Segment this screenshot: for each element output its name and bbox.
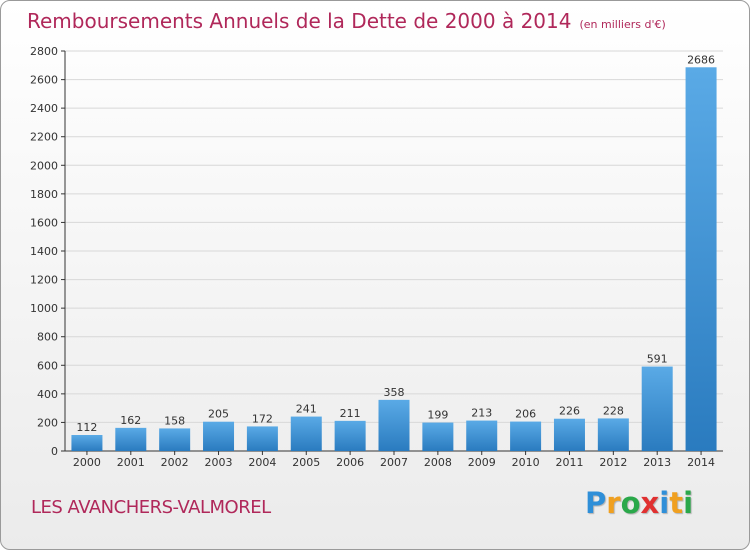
title-unit: (en milliers d'€) xyxy=(579,18,666,31)
y-tick-label: 400 xyxy=(37,388,58,401)
bar-value-label: 158 xyxy=(164,414,185,427)
x-tick-label: 2001 xyxy=(117,456,145,469)
bar-value-label: 358 xyxy=(384,386,405,399)
bar-value-label: 591 xyxy=(647,353,668,366)
bar-value-label: 172 xyxy=(252,412,273,425)
bar-value-label: 2686 xyxy=(687,53,715,66)
logo-letter: r xyxy=(606,486,621,520)
x-tick-label: 2004 xyxy=(248,456,276,469)
y-tick-label: 2200 xyxy=(30,131,58,144)
x-tick-label: 2012 xyxy=(599,456,627,469)
logo-letter: t xyxy=(669,486,684,520)
x-tick-label: 2006 xyxy=(336,456,364,469)
logo-letter: i xyxy=(659,486,670,520)
proxiti-logo: Proxiti xyxy=(585,486,693,520)
bar-value-label: 205 xyxy=(208,408,229,421)
x-tick-label: 2013 xyxy=(643,456,671,469)
bar-value-label: 199 xyxy=(427,409,448,422)
x-tick-label: 2005 xyxy=(292,456,320,469)
y-tick-label: 0 xyxy=(51,445,58,458)
bar-value-label: 162 xyxy=(120,414,141,427)
y-tick-label: 2000 xyxy=(30,159,58,172)
bar xyxy=(597,418,629,451)
title-text: Remboursements Annuels de la Dette de 20… xyxy=(27,9,572,33)
x-tick-label: 2011 xyxy=(555,456,583,469)
x-tick-label: 2014 xyxy=(687,456,715,469)
bar-value-label: 228 xyxy=(603,404,624,417)
bar xyxy=(466,420,498,451)
bar xyxy=(203,421,235,451)
logo-letter: x xyxy=(640,486,660,520)
y-tick-label: 2800 xyxy=(30,45,58,58)
bar-value-label: 206 xyxy=(515,408,536,421)
y-tick-label: 1800 xyxy=(30,188,58,201)
y-tick-label: 1400 xyxy=(30,245,58,258)
y-tick-label: 800 xyxy=(37,331,58,344)
bar xyxy=(290,416,322,451)
y-tick-label: 1000 xyxy=(30,302,58,315)
bar xyxy=(685,67,717,452)
bar-value-label: 213 xyxy=(471,407,492,420)
bar xyxy=(115,427,147,451)
bar xyxy=(246,426,278,451)
commune-name: LES AVANCHERS-VALMOREL xyxy=(31,497,271,518)
logo-letter: i xyxy=(683,486,694,520)
bar-value-label: 211 xyxy=(340,407,361,420)
x-tick-label: 2000 xyxy=(73,456,101,469)
bar-value-label: 226 xyxy=(559,405,580,418)
x-tick-label: 2009 xyxy=(468,456,496,469)
bar xyxy=(71,435,103,451)
y-tick-label: 1200 xyxy=(30,274,58,287)
y-tick-label: 600 xyxy=(37,359,58,372)
logo-letter: P xyxy=(585,486,607,520)
bar-value-label: 112 xyxy=(76,421,97,434)
bar xyxy=(159,428,191,451)
y-tick-label: 2400 xyxy=(30,102,58,115)
y-tick-label: 200 xyxy=(37,416,58,429)
bar xyxy=(334,420,366,451)
bar xyxy=(378,399,410,451)
bar xyxy=(510,421,542,451)
bar-value-label: 241 xyxy=(296,403,317,416)
bar xyxy=(553,418,585,451)
x-tick-label: 2010 xyxy=(512,456,540,469)
x-tick-label: 2007 xyxy=(380,456,408,469)
bar xyxy=(422,422,454,451)
y-tick-label: 2600 xyxy=(30,74,58,87)
chart-title: Remboursements Annuels de la Dette de 20… xyxy=(27,9,666,33)
logo-letter: o xyxy=(620,486,641,520)
x-tick-label: 2003 xyxy=(205,456,233,469)
bar xyxy=(641,366,673,451)
x-tick-label: 2008 xyxy=(424,456,452,469)
x-tick-label: 2002 xyxy=(161,456,189,469)
y-tick-label: 1600 xyxy=(30,216,58,229)
